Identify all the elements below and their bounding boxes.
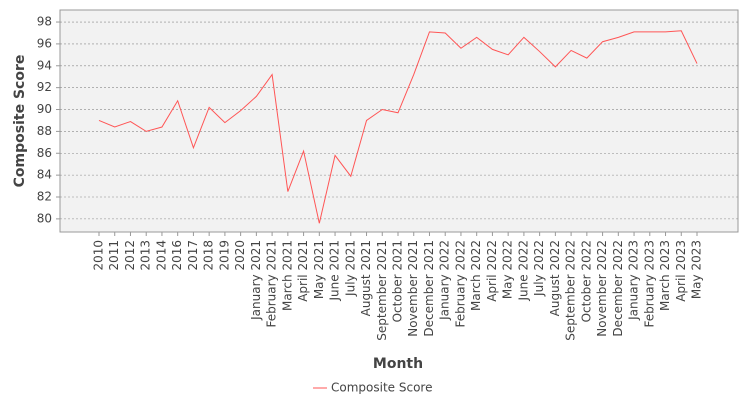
x-tick-label: 2014 <box>154 240 168 271</box>
x-tick-label: 2016 <box>170 240 184 271</box>
y-tick-label: 94 <box>37 58 52 72</box>
x-tick-label: December 2022 <box>611 240 625 337</box>
x-tick-label: March 2022 <box>469 240 483 311</box>
y-tick-label: 86 <box>37 146 52 160</box>
x-tick-label: July 2021 <box>343 240 357 297</box>
x-tick-label: January 2021 <box>249 240 263 321</box>
x-axis-title: Month <box>373 356 423 372</box>
x-tick-label: September 2022 <box>564 240 578 341</box>
x-tick-label: December 2021 <box>422 240 436 337</box>
x-tick-label: January 2023 <box>627 240 641 321</box>
x-tick-label: September 2021 <box>375 240 389 341</box>
legend-label: Composite Score <box>331 381 432 395</box>
line <box>98 30 698 224</box>
x-tick-label: 2017 <box>186 240 200 271</box>
x-tick-label: August 2022 <box>548 240 562 316</box>
x-tick-label: 2011 <box>107 240 121 271</box>
x-tick-label: October 2022 <box>579 240 593 322</box>
x-tick-label: November 2021 <box>406 240 420 337</box>
y-tick-label: 88 <box>37 124 52 138</box>
x-tick-label: 2020 <box>233 240 247 271</box>
y-tick-label: 92 <box>37 80 52 94</box>
x-tick-label: 2010 <box>92 240 106 271</box>
plot-area <box>59 9 739 233</box>
x-tick-label: March 2023 <box>658 240 672 311</box>
x-tick-label: November 2022 <box>595 240 609 337</box>
x-tick-label: January 2022 <box>438 240 452 321</box>
x-tick-label: March 2021 <box>280 240 294 311</box>
x-tick-label: 2013 <box>139 240 153 271</box>
x-tick-label: 2018 <box>202 240 216 271</box>
x-tick-label: June 2022 <box>516 240 530 302</box>
y-axis-title: Composite Score <box>12 55 28 188</box>
x-tick-label: February 2021 <box>265 240 279 328</box>
x-tick-label: February 2022 <box>453 240 467 328</box>
x-tick-label: May 2023 <box>690 240 704 299</box>
y-tick-label: 80 <box>37 211 52 225</box>
x-tick-label: August 2021 <box>359 240 373 316</box>
x-tick-label: April 2021 <box>296 240 310 302</box>
y-tick-label: 96 <box>37 36 52 50</box>
y-tick-label: 84 <box>37 168 52 182</box>
x-tick-label: October 2021 <box>391 240 405 322</box>
y-tick-label: 98 <box>37 15 52 29</box>
x-tick-label: February 2023 <box>642 240 656 328</box>
x-tick-label: 2012 <box>123 240 137 271</box>
y-tick-label: 90 <box>37 102 52 116</box>
x-tick-label: May 2022 <box>501 240 515 299</box>
x-tick-label: 2019 <box>217 240 231 271</box>
y-tick-label: 82 <box>37 190 52 204</box>
x-tick-label: July 2022 <box>532 240 546 297</box>
x-tick-label: April 2022 <box>485 240 499 302</box>
x-tick-label: April 2023 <box>674 240 688 302</box>
x-tick-label: June 2021 <box>328 240 342 302</box>
x-tick-label: May 2021 <box>312 240 326 299</box>
